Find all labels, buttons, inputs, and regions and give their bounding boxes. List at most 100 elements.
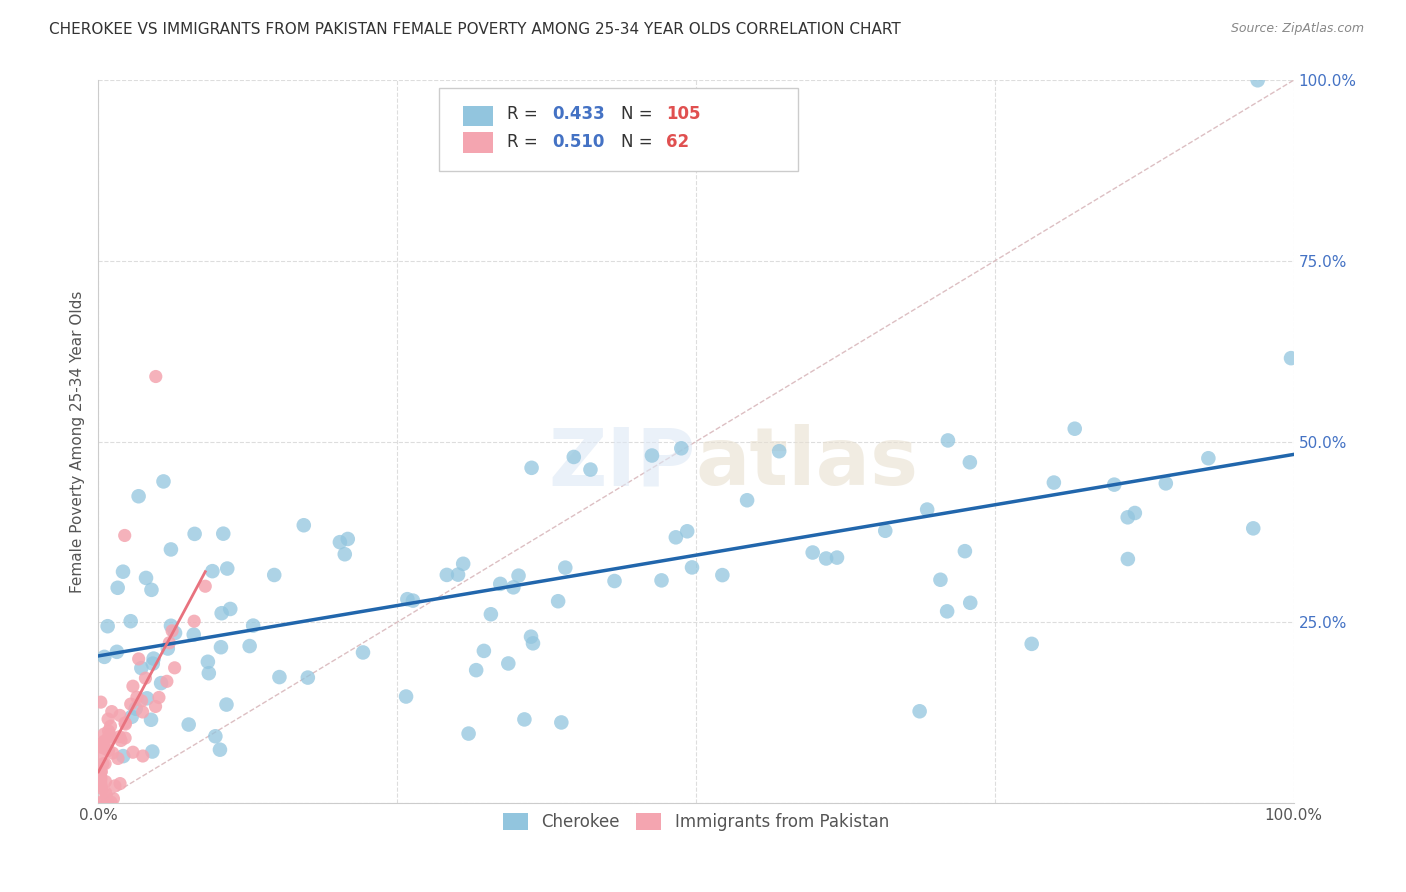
Point [1241, 521, 1264, 535]
Point [177, 717, 200, 731]
Text: 62: 62 [666, 133, 689, 151]
Point [929, 573, 952, 587]
Point [97, 619, 120, 633]
Point [90, 764, 112, 779]
Point [163, 661, 186, 675]
Point [157, 636, 180, 650]
Point [97, 743, 120, 757]
Text: N =: N = [620, 105, 658, 123]
Point [90, 740, 112, 755]
Point [125, 690, 148, 705]
Point [201, 564, 224, 578]
Point [520, 460, 543, 475]
Point [641, 449, 664, 463]
Point [554, 560, 576, 574]
Point [112, 749, 135, 764]
Point [114, 717, 136, 731]
Text: Source: ZipAtlas.com: Source: ZipAtlas.com [1230, 22, 1364, 36]
Point [183, 627, 205, 641]
Point [198, 666, 221, 681]
Point [522, 636, 544, 650]
Point [90, 695, 112, 709]
Point [94, 756, 117, 771]
Point [94, 786, 117, 800]
Point [94, 774, 117, 789]
Point [145, 369, 167, 384]
Point [160, 624, 183, 638]
Point [121, 710, 143, 724]
Point [352, 645, 374, 659]
Point [204, 729, 226, 743]
Point [959, 455, 981, 469]
Point [263, 568, 285, 582]
Point [665, 530, 688, 544]
Point [457, 726, 479, 740]
Point [100, 719, 122, 733]
Point [134, 671, 156, 685]
Point [108, 776, 131, 790]
Point [145, 699, 167, 714]
Point [93, 734, 115, 748]
Point [111, 565, 134, 579]
Point [671, 442, 693, 456]
Point [676, 524, 699, 539]
Point [128, 652, 150, 666]
Point [108, 730, 131, 744]
Point [90, 781, 112, 796]
Point [396, 592, 419, 607]
Point [90, 764, 112, 779]
Point [97, 712, 120, 726]
Point [502, 580, 524, 594]
Point [1123, 506, 1146, 520]
Point [104, 779, 127, 793]
Point [875, 524, 897, 538]
Point [93, 727, 115, 741]
Text: atlas: atlas [696, 425, 920, 502]
Point [329, 535, 352, 549]
Point [131, 705, 153, 719]
Point [579, 462, 602, 476]
Point [105, 645, 128, 659]
Point [815, 551, 838, 566]
Point [142, 657, 165, 671]
Point [508, 568, 530, 582]
Point [163, 626, 186, 640]
Point [90, 779, 112, 793]
Point [447, 567, 470, 582]
Point [97, 734, 120, 748]
Point [131, 694, 153, 708]
Point [97, 723, 120, 738]
Point [208, 742, 231, 756]
Point [908, 704, 931, 718]
Point [936, 434, 959, 448]
Point [114, 715, 136, 730]
Point [98, 728, 121, 742]
Point [197, 655, 219, 669]
Point [108, 708, 131, 723]
Point [1116, 552, 1139, 566]
Point [114, 528, 136, 542]
Y-axis label: Female Poverty Among 25-34 Year Olds: Female Poverty Among 25-34 Year Olds [69, 291, 84, 592]
Point [183, 614, 205, 628]
Point [94, 788, 117, 802]
Point [472, 644, 495, 658]
Point [90, 747, 112, 761]
Point [132, 749, 155, 764]
Point [100, 705, 122, 719]
Point [1197, 451, 1219, 466]
Point [547, 594, 569, 608]
Point [148, 690, 170, 705]
Point [183, 527, 205, 541]
Point [209, 640, 232, 655]
FancyBboxPatch shape [439, 87, 797, 170]
Point [91, 737, 114, 751]
Point [107, 751, 129, 765]
Text: R =: R = [508, 105, 543, 123]
Point [1116, 510, 1139, 524]
Point [1043, 475, 1066, 490]
Point [550, 715, 572, 730]
Point [90, 738, 112, 752]
Point [91, 756, 114, 771]
Text: 0.510: 0.510 [553, 133, 605, 151]
Point [120, 697, 142, 711]
